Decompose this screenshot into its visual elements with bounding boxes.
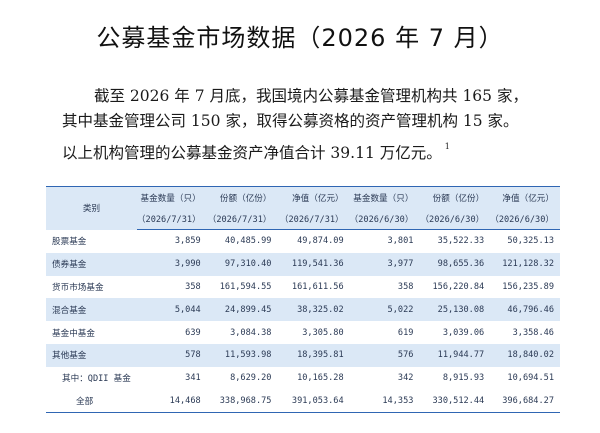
table-cell: 396,684.27 bbox=[490, 389, 560, 414]
column-title: 份额（亿份） bbox=[206, 186, 278, 208]
table-cell: 156,235.89 bbox=[502, 281, 554, 292]
row-label: 债券基金 bbox=[46, 252, 137, 276]
column-date: （2026/7/31） bbox=[136, 208, 207, 230]
table-cell: 619 bbox=[397, 327, 414, 338]
table-cell: 3,801 bbox=[387, 236, 414, 247]
table-cell: 639 bbox=[185, 327, 201, 338]
page-title: 公募基金市场数据（2026 年 7 月） bbox=[96, 24, 504, 52]
table-cell: 18,840.02 bbox=[490, 343, 560, 367]
column-date: （2026/6/30） bbox=[349, 208, 420, 230]
table-cell: 97,310.40 bbox=[206, 252, 278, 276]
row-label: 货币市场基金 bbox=[52, 282, 104, 293]
intro-paragraph: 截至 2026 年 7 月底，我国境内公募基金管理机构共 165 家， 其中基金… bbox=[62, 84, 562, 166]
column-date: （2026/7/31） bbox=[277, 208, 350, 230]
table-cell: 161,594.55 bbox=[219, 281, 272, 292]
table-cell: 18,395.81 bbox=[277, 343, 350, 367]
table-cell: 358 bbox=[397, 281, 414, 292]
table-cell: 38,325.02 bbox=[277, 298, 350, 322]
table-cell: 46,796.46 bbox=[490, 298, 560, 322]
table-cell: 391,053.64 bbox=[277, 389, 350, 414]
table-cell: 98,655.36 bbox=[419, 252, 491, 276]
intro-line-2: 其中基金管理公司 150 家，取得公募资格的资产管理机构 15 家。 bbox=[62, 112, 519, 130]
row-label: 其中：QDII 基金 bbox=[62, 374, 131, 385]
category-header: 类别 bbox=[46, 186, 137, 230]
table-cell: 50,325.13 bbox=[507, 236, 554, 247]
table-cell: 3,039.06 bbox=[442, 327, 485, 338]
intro-line-3-text: 以上机构管理的公募基金资产净值合计 39.11 万亿元。 bbox=[62, 144, 442, 162]
table-cell: 11,593.98 bbox=[206, 343, 278, 367]
table-header-row: 类别 基金数量（只） 份额（亿份） 净值（亿元） 基金数量（只） 份额（亿份） … bbox=[46, 186, 560, 230]
table-date-row: （2026/7/31） （2026/7/31） （2026/7/31） （202… bbox=[46, 208, 560, 230]
table-cell: 25,130.08 bbox=[419, 298, 491, 322]
row-label: 混合基金 bbox=[46, 298, 137, 322]
table-cell: 11,944.77 bbox=[419, 343, 491, 367]
table-row-qdii-funds: 其中：QDII 基金 341 8,629.20 10,165.28 342 8,… bbox=[46, 367, 560, 390]
row-label: 基金中基金 bbox=[52, 328, 95, 339]
table-cell: 358 bbox=[185, 281, 201, 292]
column-title: 基金数量（只） bbox=[349, 186, 420, 208]
table-row-other-funds: 其他基金 578 11,593.98 18,395.81 576 11,944.… bbox=[46, 343, 560, 367]
table-cell: 40,485.99 bbox=[224, 236, 272, 247]
column-title: 净值（亿元） bbox=[277, 186, 350, 208]
table-cell: 49,874.09 bbox=[297, 236, 344, 247]
column-date: （2026/6/30） bbox=[490, 208, 560, 230]
column-title: 净值（亿元） bbox=[490, 186, 560, 208]
table-row-total: 全部 14,468 338,968.75 391,053.64 14,353 3… bbox=[46, 389, 560, 414]
table-row-hybrid-funds: 混合基金 5,044 24,899.45 38,325.02 5,022 25,… bbox=[46, 298, 560, 322]
row-label: 股票基金 bbox=[52, 237, 87, 248]
column-title: 基金数量（只） bbox=[136, 186, 207, 208]
table-cell: 121,128.32 bbox=[490, 252, 560, 276]
table-row-money-market-funds: 货币市场基金 358 161,594.55 161,611.56 358 156… bbox=[46, 276, 560, 299]
intro-line-3: 以上机构管理的公募基金资产净值合计 39.11 万亿元。 1 bbox=[62, 134, 562, 166]
table-cell: 3,358.46 bbox=[512, 327, 554, 338]
table-cell: 10,694.51 bbox=[507, 373, 554, 384]
intro-line-1: 截至 2026 年 7 月底，我国境内公募基金管理机构共 165 家， bbox=[94, 87, 528, 105]
table-cell: 14,468 bbox=[136, 389, 207, 414]
row-label: 全部 bbox=[46, 389, 137, 414]
table-cell: 161,611.56 bbox=[291, 281, 344, 292]
table-cell: 342 bbox=[397, 373, 414, 384]
table-cell: 578 bbox=[136, 343, 207, 367]
column-date: （2026/7/31） bbox=[206, 208, 278, 230]
fund-data-table: 类别 基金数量（只） 份额（亿份） 净值（亿元） 基金数量（只） 份额（亿份） … bbox=[46, 186, 560, 414]
table-cell: 5,044 bbox=[136, 298, 207, 322]
table-cell: 8,915.93 bbox=[442, 373, 485, 384]
table-cell: 3,990 bbox=[136, 252, 207, 276]
table-row-stock-funds: 股票基金 3,859 40,485.99 49,874.09 3,801 35,… bbox=[46, 230, 560, 253]
table-cell: 10,165.28 bbox=[297, 373, 344, 384]
row-label: 其他基金 bbox=[46, 343, 137, 367]
table-row-bond-funds: 债券基金 3,990 97,310.40 119,541.36 3,977 98… bbox=[46, 252, 560, 276]
table-cell: 8,629.20 bbox=[230, 373, 272, 384]
table-cell: 341 bbox=[185, 373, 201, 384]
column-date: （2026/6/30） bbox=[419, 208, 491, 230]
table-row-fund-of-funds: 基金中基金 639 3,084.38 3,305.80 619 3,039.06… bbox=[46, 321, 560, 344]
table-cell: 338,968.75 bbox=[206, 389, 278, 414]
table-cell: 14,353 bbox=[349, 389, 420, 414]
column-title: 份额（亿份） bbox=[419, 186, 491, 208]
footnote-marker: 1 bbox=[444, 142, 450, 151]
table-cell: 330,512.44 bbox=[419, 389, 491, 414]
table-cell: 3,084.38 bbox=[230, 327, 272, 338]
table-cell: 3,977 bbox=[349, 252, 420, 276]
table-cell: 3,859 bbox=[174, 236, 201, 247]
table-cell: 3,305.80 bbox=[302, 327, 344, 338]
table-cell: 119,541.36 bbox=[277, 252, 350, 276]
table-cell: 576 bbox=[349, 343, 420, 367]
table-cell: 24,899.45 bbox=[206, 298, 278, 322]
table-cell: 156,220.84 bbox=[432, 281, 485, 292]
table-cell: 5,022 bbox=[349, 298, 420, 322]
table-cell: 35,522.33 bbox=[437, 236, 485, 247]
